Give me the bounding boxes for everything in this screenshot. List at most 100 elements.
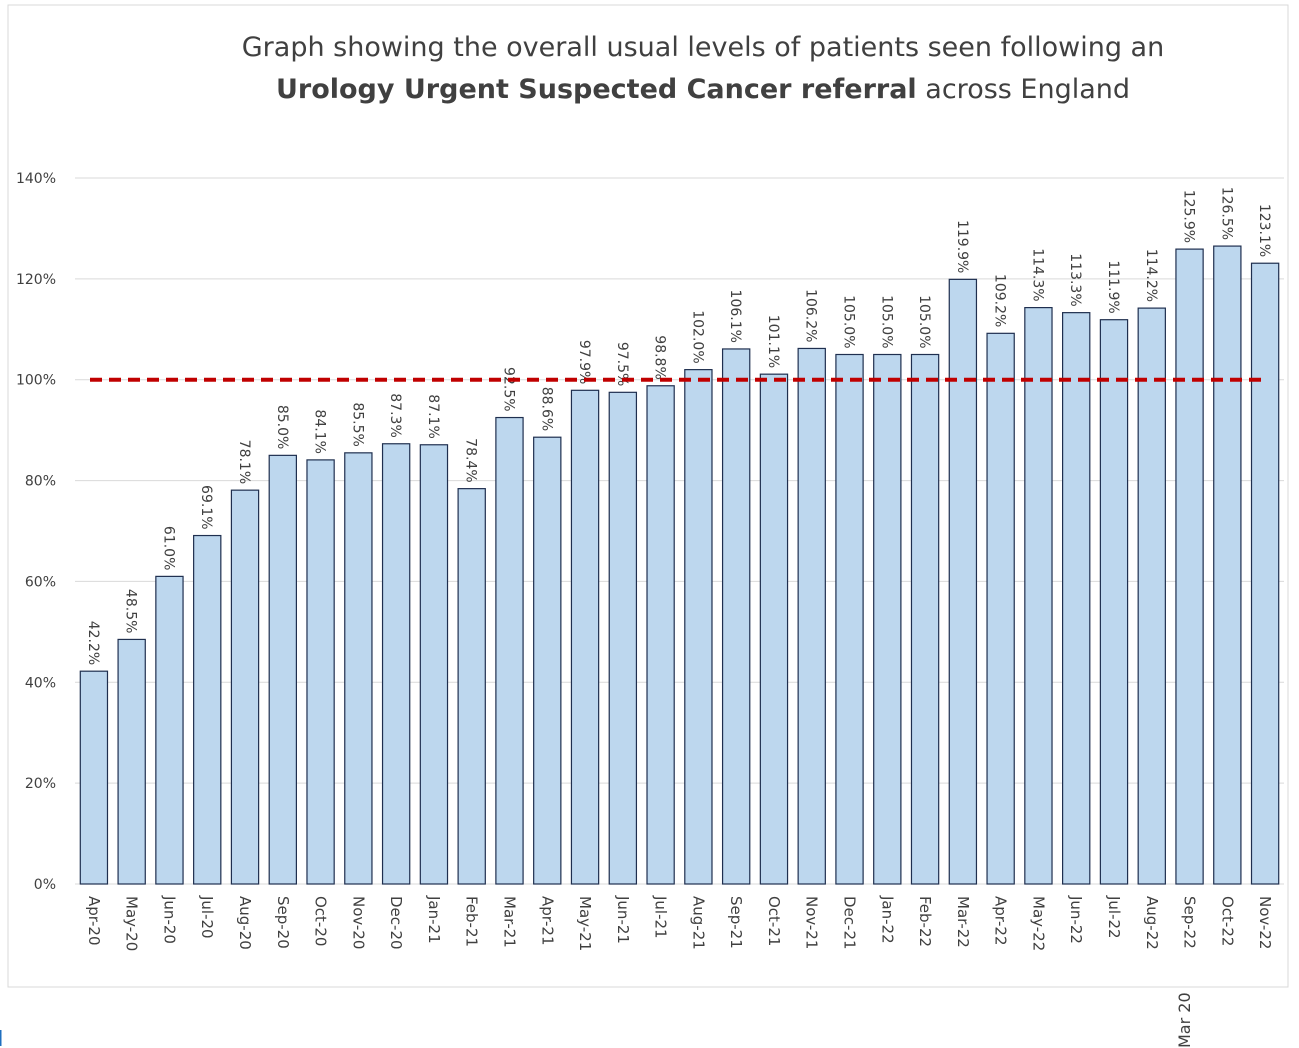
bar [721,348,751,885]
y-tick-label: 0% [34,877,56,893]
y-tick-label: 20% [25,776,56,792]
value-label: 78.4% [463,438,479,482]
x-tick-label: Feb-22 [916,896,934,947]
bar [1137,307,1166,885]
x-tick-label: Jan-21 [425,895,443,944]
x-tick-label: Feb-21 [463,896,481,947]
bar [381,443,411,885]
x-tick-label: Sep-22 [1181,896,1199,949]
x-tick-label: Apr-21 [538,896,556,946]
bar [79,670,109,885]
x-tick-label: Apr-20 [85,896,103,946]
bar [193,534,222,885]
chart-title-bold: Urology Urgent Suspected Cancer referral [276,74,917,105]
x-tick-label: Jun-21 [614,895,632,944]
value-label: 111.9% [1105,260,1121,313]
value-label: 88.6% [538,387,554,431]
x-tick-label: Nov-20 [349,896,367,949]
bar [873,353,902,885]
footer-label: Mar 20 [1175,992,1194,1048]
value-label: 101.1% [765,315,781,368]
chart-title: Urology Urgent Suspected Cancer referral… [276,74,1130,105]
value-label: 61.0% [160,526,176,570]
value-label: 106.2% [803,289,819,342]
value-label: 105.0% [878,295,894,348]
value-label: 78.1% [236,440,252,484]
bar [759,373,789,885]
x-tick-label: Apr-22 [992,896,1010,946]
y-tick-label: 80% [25,474,56,490]
value-label: 126.5% [1218,187,1234,240]
x-tick-label: Oct-22 [1218,896,1236,946]
value-label: 97.9% [576,340,592,384]
value-label: 119.9% [954,220,970,273]
x-tick-label: Dec-20 [387,896,405,950]
x-tick-label: May-20 [123,896,141,951]
bar [268,454,297,885]
x-tick-label: Jul-22 [1105,895,1123,939]
value-label: 105.0% [916,295,932,348]
value-label: 87.1% [425,394,441,438]
x-tick-label: Oct-20 [312,896,330,946]
bar [910,353,940,885]
x-tick-label: Mar-21 [500,896,518,948]
value-label: 85.0% [274,405,290,449]
x-tick-label: May-22 [1029,896,1047,951]
bar [1213,245,1242,885]
value-label: 114.3% [1029,248,1045,301]
bar [1175,248,1204,885]
chart-title: Graph showing the overall usual levels o… [242,32,1164,63]
value-label: 114.2% [1143,249,1159,302]
x-tick-label: Jun-22 [1067,895,1085,944]
value-label: 84.1% [312,409,328,453]
x-tick-label: Jun-20 [160,895,178,944]
bar [457,488,486,885]
value-label: 69.1% [198,485,214,529]
x-tick-label: Jul-20 [198,895,216,939]
value-label: 123.1% [1256,204,1272,257]
value-label: 125.9% [1181,190,1197,243]
value-label: 97.5% [614,342,630,386]
bar [495,416,524,885]
bar [1062,312,1091,885]
bar [419,444,449,885]
bar [797,347,826,885]
bar [1250,262,1280,885]
value-label: 113.3% [1067,253,1083,306]
value-label: 42.2% [85,621,101,665]
x-tick-label: Nov-21 [803,896,821,949]
bar [646,385,675,885]
bar [155,575,184,885]
bar [533,436,562,885]
x-tick-label: Sep-21 [727,896,745,949]
x-tick-label: Jan-22 [878,895,896,944]
value-label: 109.2% [992,274,1008,327]
value-label: 87.3% [387,393,403,437]
value-label: 106.1% [727,290,743,343]
x-tick-label: Aug-21 [689,896,707,950]
bar [1099,319,1129,885]
bar [344,452,373,885]
y-tick-label: 140% [16,171,56,187]
x-tick-label: Oct-21 [765,896,783,946]
x-tick-label: Sep-20 [274,896,292,949]
x-tick-label: Aug-22 [1143,896,1161,950]
x-tick-label: Jul-21 [652,895,670,939]
value-label: 102.0% [689,310,705,363]
y-tick-label: 40% [25,675,56,691]
bar [608,391,638,885]
value-label: 105.0% [841,295,857,348]
bar [1024,307,1053,885]
y-tick-label: 100% [16,373,56,389]
value-label: 85.5% [349,402,365,446]
x-tick-label: Nov-22 [1256,896,1274,949]
value-label: 98.8% [652,335,668,379]
y-tick-label: 60% [25,574,56,590]
bar [986,332,1015,885]
value-label: 92.5% [500,367,516,411]
x-tick-label: May-21 [576,896,594,951]
y-tick-label: 120% [16,272,56,288]
x-tick-label: Dec-21 [841,896,859,950]
value-label: 48.5% [123,589,139,633]
bar [570,389,600,885]
